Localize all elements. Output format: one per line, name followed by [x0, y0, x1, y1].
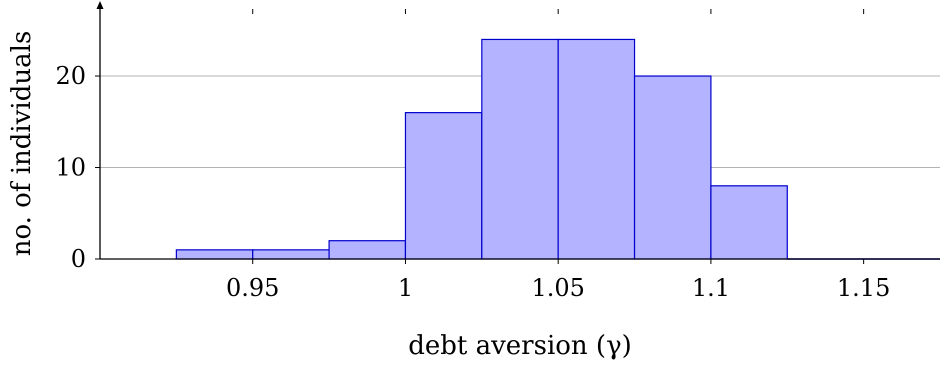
histogram-bar	[328, 240, 407, 260]
y-axis-ticks: 0 10 20	[55, 62, 100, 273]
x-tick-label: 0.95	[226, 274, 279, 302]
y-tick-label: 20	[55, 62, 86, 90]
y-tick-label: 10	[55, 154, 86, 182]
histogram-bar	[557, 38, 636, 260]
histogram-bar	[710, 185, 788, 260]
histogram-bar	[633, 75, 712, 260]
x-tick-label: 1.1	[692, 274, 730, 302]
x-tick-label: 1.05	[531, 274, 584, 302]
y-tick-label: 0	[71, 245, 86, 273]
y-axis-arrowhead	[96, 1, 104, 9]
histogram-bar	[175, 249, 254, 260]
y-axis-title: no. of individuals	[7, 31, 37, 257]
histogram-bar	[252, 249, 330, 260]
histogram-bars	[175, 38, 940, 260]
histogram-bar	[481, 38, 559, 260]
x-tick-label: 1.15	[837, 274, 890, 302]
x-tick-label: 1	[398, 274, 413, 302]
x-axis-ticks: 0.95 1 1.05 1.1 1.15	[226, 9, 890, 302]
axes	[96, 1, 940, 260]
histogram-bar	[404, 112, 483, 260]
x-axis-title: debt aversion (γ)	[408, 331, 632, 361]
